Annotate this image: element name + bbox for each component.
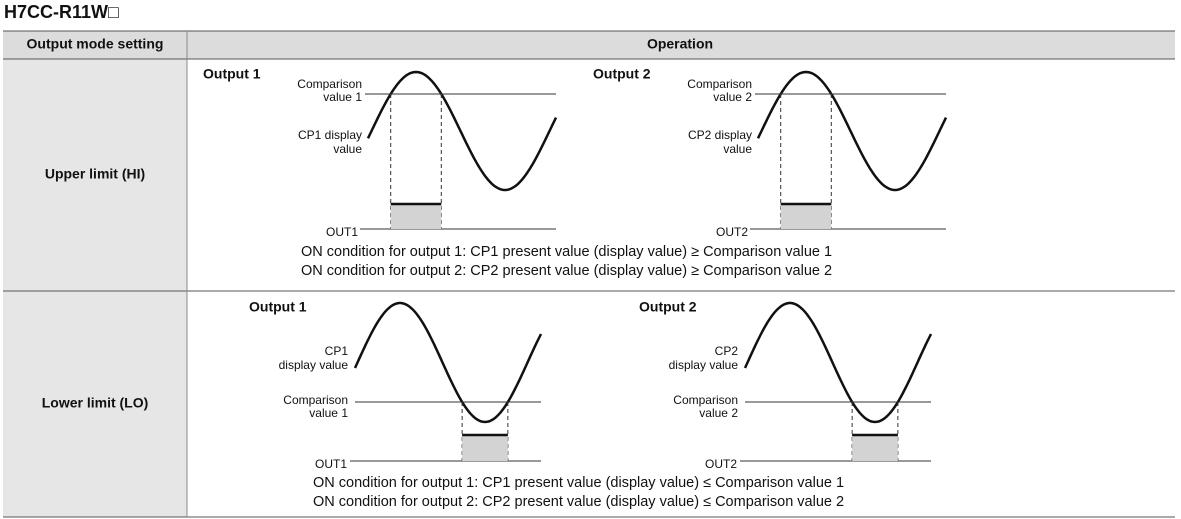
comparison-label: Comparison <box>687 77 752 91</box>
comparison-label: Comparison <box>297 77 362 91</box>
header-cell: Operation <box>647 36 713 52</box>
output-label: OUT2 <box>716 225 748 239</box>
page-title: H7CC-R11W□ <box>4 2 119 22</box>
condition: ON condition for output 2: CP2 present v… <box>301 263 832 279</box>
comparison-label: Comparison <box>673 393 738 407</box>
display-label: value <box>333 142 362 156</box>
condition: ON condition for output 2: CP2 present v… <box>313 494 844 510</box>
display-label: CP2 <box>715 344 739 358</box>
header-row <box>3 31 1175 59</box>
comparison-label: value 2 <box>699 406 738 420</box>
waveform <box>743 301 933 424</box>
display-label: display value <box>279 358 349 372</box>
diagram-title: Output 2 <box>593 66 651 82</box>
comparison-label: value 1 <box>323 90 362 104</box>
output-label: OUT1 <box>315 457 347 471</box>
header-cell: Output mode setting <box>27 36 164 52</box>
output-label: OUT1 <box>326 225 358 239</box>
comparison-label: value 1 <box>309 406 348 420</box>
waveform <box>366 70 558 192</box>
condition: ON condition for output 1: CP1 present v… <box>301 244 832 260</box>
display-label: CP2 display <box>688 128 752 142</box>
display-label: display value <box>669 358 739 372</box>
waveform <box>353 301 543 424</box>
display-label: CP1 <box>325 344 349 358</box>
output-on-box <box>462 435 508 461</box>
output-on-box <box>852 435 898 461</box>
comparison-label: Comparison <box>283 393 348 407</box>
output-label: OUT2 <box>705 457 737 471</box>
diagram-title: Output 2 <box>639 299 697 315</box>
display-label: CP1 display <box>298 128 362 142</box>
diagram-title: Output 1 <box>249 299 307 315</box>
diagram-title: Output 1 <box>203 66 261 82</box>
mode-label: Lower limit (LO) <box>42 395 149 411</box>
comparison-label: value 2 <box>713 90 752 104</box>
display-label: value <box>723 142 752 156</box>
output-on-box <box>780 204 832 229</box>
condition: ON condition for output 1: CP1 present v… <box>313 475 844 491</box>
waveform <box>756 70 948 192</box>
output-on-box <box>390 204 442 229</box>
mode-label: Upper limit (HI) <box>45 166 145 182</box>
mode-column <box>3 59 187 517</box>
